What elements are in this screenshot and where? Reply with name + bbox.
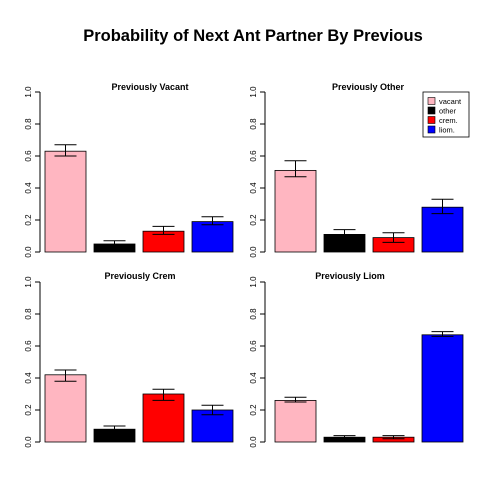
y-tick-label: 1.0 — [24, 86, 33, 98]
y-tick-label: 0.0 — [249, 246, 258, 258]
panel-3: Previously Crem 0.0 0.2 0.4 0.6 0.8 1.0 — [24, 271, 234, 448]
legend-swatch-liom — [427, 125, 436, 134]
panel-title: Previously Liom — [315, 271, 385, 281]
bar-vacant — [44, 150, 87, 253]
legend-swatch-vacant — [427, 97, 436, 105]
y-tick-label: 0.4 — [249, 372, 258, 384]
bar-liom — [421, 334, 464, 443]
panel-2: Previously Other 0.0 0.2 0.4 0.6 0.8 1.0 vacant… — [249, 82, 470, 258]
y-tick-label: 0.4 — [24, 182, 33, 194]
y-tick-label: 0.6 — [24, 340, 33, 352]
y-tick-label: 0.8 — [249, 308, 258, 320]
legend-swatch-crem — [427, 116, 436, 124]
bar-crem — [142, 393, 185, 443]
bar-liom — [191, 221, 234, 253]
y-tick-label: 1.0 — [249, 276, 258, 288]
legend-swatch-other — [427, 106, 436, 115]
legend-label-liom: liom. — [439, 125, 455, 134]
y-tick-label: 1.0 — [24, 276, 33, 288]
y-tick-label: 1.0 — [249, 86, 258, 98]
y-tick-label: 0.0 — [24, 246, 33, 258]
legend-label-other: other — [439, 106, 457, 115]
y-tick-label: 0.6 — [249, 150, 258, 162]
panel-title: Previously Crem — [104, 271, 175, 281]
y-tick-label: 0.2 — [24, 404, 33, 416]
panel-title: Previously Vacant — [111, 82, 188, 92]
y-tick-label: 0.6 — [249, 340, 258, 352]
y-tick-label: 0.8 — [249, 118, 258, 130]
legend-label-crem: crem. — [439, 116, 458, 125]
y-tick-label: 0.4 — [24, 372, 33, 384]
legend-label-vacant: vacant — [439, 97, 462, 106]
panel-title: Previously Other — [332, 82, 405, 92]
y-tick-label: 0.2 — [249, 404, 258, 416]
y-tick-label: 0.6 — [24, 150, 33, 162]
figure-title: Probability of Next Ant Partner By Previ… — [83, 27, 423, 45]
y-tick-label: 0.8 — [24, 118, 33, 130]
panel-1: Previously Vacant 0.0 0.2 0.4 0.6 0.8 1.0 — [24, 82, 234, 258]
panel-4: Previously Liom 0.0 0.2 0.4 0.6 0.8 1.0 — [249, 271, 464, 448]
y-tick-label: 0.2 — [24, 214, 33, 226]
y-tick-label: 0.2 — [249, 214, 258, 226]
y-tick-label: 0.0 — [24, 436, 33, 448]
y-tick-label: 0.4 — [249, 182, 258, 194]
y-tick-label: 0.8 — [24, 308, 33, 320]
bar-vacant — [44, 374, 87, 443]
bar-liom — [191, 409, 234, 443]
bar-vacant — [274, 169, 317, 253]
bar-vacant — [274, 399, 317, 443]
y-tick-label: 0.0 — [249, 436, 258, 448]
